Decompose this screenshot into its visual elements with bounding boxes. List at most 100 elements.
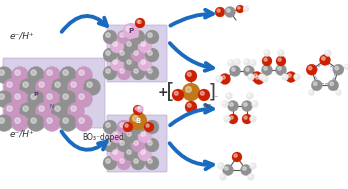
Circle shape [110,57,124,71]
Circle shape [71,82,76,87]
Circle shape [261,64,272,75]
Circle shape [220,74,230,84]
Circle shape [264,67,267,70]
Circle shape [282,74,288,81]
Circle shape [31,94,36,99]
Circle shape [15,118,20,123]
Circle shape [310,91,311,93]
Circle shape [260,75,262,77]
Circle shape [113,42,117,46]
Circle shape [278,58,281,61]
Circle shape [117,48,131,62]
Circle shape [250,163,256,170]
Circle shape [335,66,339,70]
Circle shape [63,70,68,75]
Circle shape [188,103,191,107]
Circle shape [133,116,139,121]
Circle shape [3,102,21,119]
Circle shape [79,94,84,99]
Circle shape [185,70,197,82]
Circle shape [138,57,152,71]
Circle shape [328,80,339,91]
Circle shape [124,147,138,161]
Circle shape [319,54,331,66]
Circle shape [148,69,152,73]
Circle shape [52,102,69,119]
Circle shape [129,112,147,130]
Circle shape [306,64,317,75]
Circle shape [120,123,124,127]
Circle shape [228,101,238,112]
Circle shape [76,91,93,108]
Text: N: N [50,105,54,109]
Circle shape [134,159,138,163]
Circle shape [243,167,246,170]
Circle shape [87,82,92,87]
FancyArrowPatch shape [169,143,213,169]
Circle shape [68,102,85,119]
Circle shape [283,75,285,77]
Circle shape [326,51,328,53]
Circle shape [141,60,145,64]
Circle shape [135,107,138,110]
Circle shape [110,39,124,53]
Circle shape [240,164,252,176]
Circle shape [238,7,240,9]
Circle shape [188,72,191,76]
Circle shape [124,57,138,71]
Circle shape [103,120,117,134]
Circle shape [232,68,235,71]
Circle shape [106,159,110,163]
Circle shape [47,70,52,75]
Circle shape [232,152,242,162]
Circle shape [110,129,124,143]
Text: aq.: aq. [204,102,214,108]
Circle shape [63,118,68,123]
Circle shape [23,106,28,111]
Text: B: B [135,118,141,124]
Circle shape [131,48,145,62]
Circle shape [135,18,145,28]
Circle shape [71,106,76,111]
Circle shape [79,70,84,75]
Circle shape [330,82,333,86]
Circle shape [145,48,159,62]
Circle shape [19,78,37,95]
Circle shape [19,102,37,119]
Circle shape [0,70,4,75]
Circle shape [7,106,12,111]
Circle shape [144,122,154,132]
Circle shape [138,147,152,161]
Circle shape [250,60,256,67]
Circle shape [225,167,228,170]
Circle shape [126,26,131,31]
FancyArrowPatch shape [62,16,107,32]
Circle shape [117,66,131,80]
Circle shape [230,116,233,119]
Circle shape [103,156,117,170]
Circle shape [55,82,60,87]
Circle shape [131,156,145,170]
Circle shape [106,51,110,55]
Circle shape [60,91,77,108]
FancyArrowPatch shape [170,43,213,71]
Circle shape [138,39,152,53]
Circle shape [131,120,145,134]
Circle shape [222,76,225,79]
Circle shape [225,117,227,119]
Circle shape [174,91,178,95]
Circle shape [235,60,237,62]
Circle shape [247,174,254,180]
FancyArrowPatch shape [170,105,213,125]
Circle shape [27,91,45,108]
Text: P: P [128,28,134,34]
Text: P: P [34,92,38,98]
Circle shape [44,115,61,132]
Circle shape [68,78,85,95]
Circle shape [324,50,332,57]
Circle shape [229,66,240,77]
Circle shape [244,59,251,66]
Circle shape [60,115,77,132]
Circle shape [117,156,131,170]
Circle shape [249,75,251,77]
